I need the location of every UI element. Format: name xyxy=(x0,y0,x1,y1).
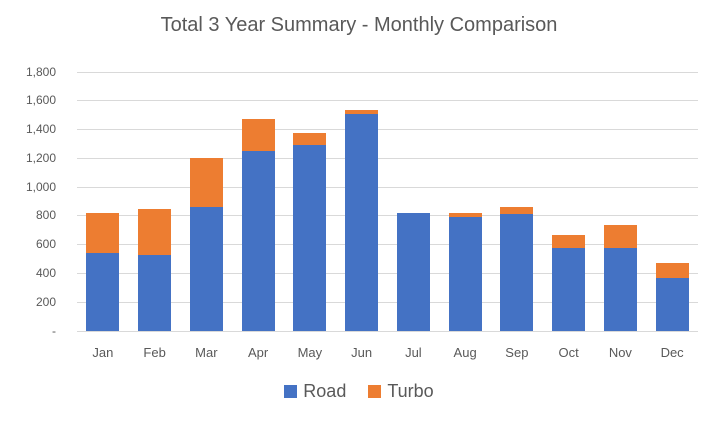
gridline-1000 xyxy=(77,186,698,188)
y-tick-label-800: 800 xyxy=(35,208,56,223)
legend-item-road: Road xyxy=(284,381,346,402)
x-tick-label-feb: Feb xyxy=(143,345,166,360)
y-tick-label-1600: 1,600 xyxy=(25,93,56,108)
legend: Road Turbo xyxy=(0,381,718,402)
bar-turbo-jan xyxy=(86,213,120,254)
bar-road-apr xyxy=(241,151,275,331)
bar-road-dec xyxy=(655,278,689,331)
gridline-800 xyxy=(77,215,698,217)
bar-road-feb xyxy=(138,255,172,331)
bar-road-may xyxy=(293,145,327,331)
road-series-label: Road xyxy=(303,381,347,401)
bar-turbo-aug xyxy=(448,213,482,217)
x-tick-label-jan: Jan xyxy=(92,345,114,360)
gridline-0 xyxy=(77,330,698,332)
y-tick-label-0: - xyxy=(52,323,56,338)
y-tick-label-1200: 1,200 xyxy=(25,150,56,165)
y-tick-label-200: 200 xyxy=(35,294,56,309)
gridline-200 xyxy=(77,301,698,303)
bar-road-aug xyxy=(448,216,482,331)
gridline-1400 xyxy=(77,129,698,131)
bar-road-jun xyxy=(345,114,379,331)
y-tick-label-1800: 1,800 xyxy=(25,64,56,79)
x-tick-label-jul: Jul xyxy=(405,345,422,360)
y-tick-label-1400: 1,400 xyxy=(25,122,56,137)
x-tick-label-aug: Aug xyxy=(453,345,477,360)
bar-road-sep xyxy=(500,214,534,331)
y-tick-label-600: 600 xyxy=(35,237,56,252)
gridline-1800 xyxy=(77,71,698,73)
bar-road-oct xyxy=(552,248,586,331)
y-tick-label-1000: 1,000 xyxy=(25,179,56,194)
legend-item-turbo: Turbo xyxy=(368,381,434,402)
bar-turbo-dec xyxy=(655,263,689,279)
x-tick-label-nov: Nov xyxy=(608,345,632,360)
x-tick-label-sep: Sep xyxy=(505,345,529,360)
bar-turbo-sep xyxy=(500,207,534,215)
bar-road-jan xyxy=(86,253,120,331)
bar-turbo-mar xyxy=(189,157,223,208)
x-tick-label-may: May xyxy=(297,345,323,360)
bar-turbo-jun xyxy=(345,110,379,115)
x-tick-label-apr: Apr xyxy=(248,345,269,360)
road-series-swatch xyxy=(284,385,298,398)
bar-road-mar xyxy=(189,207,223,331)
gridline-400 xyxy=(77,272,698,274)
bar-turbo-nov xyxy=(603,225,637,249)
turbo-series-label: Turbo xyxy=(387,381,434,401)
turbo-series-swatch xyxy=(368,385,382,398)
gridline-600 xyxy=(77,244,698,246)
bar-turbo-feb xyxy=(138,209,172,256)
x-tick-label-dec: Dec xyxy=(660,345,684,360)
gridline-1200 xyxy=(77,157,698,159)
bar-road-nov xyxy=(603,248,637,331)
bar-road-jul xyxy=(396,213,430,331)
x-tick-label-jun: Jun xyxy=(351,345,373,360)
x-tick-label-oct: Oct xyxy=(558,345,579,360)
bar-turbo-may xyxy=(293,133,327,146)
gridline-1600 xyxy=(77,100,698,102)
y-tick-label-400: 400 xyxy=(35,265,56,280)
chart-title: Total 3 Year Summary - Monthly Compariso… xyxy=(160,14,558,36)
bar-turbo-oct xyxy=(552,234,586,249)
x-tick-label-mar: Mar xyxy=(195,345,218,360)
bar-turbo-apr xyxy=(241,118,275,152)
